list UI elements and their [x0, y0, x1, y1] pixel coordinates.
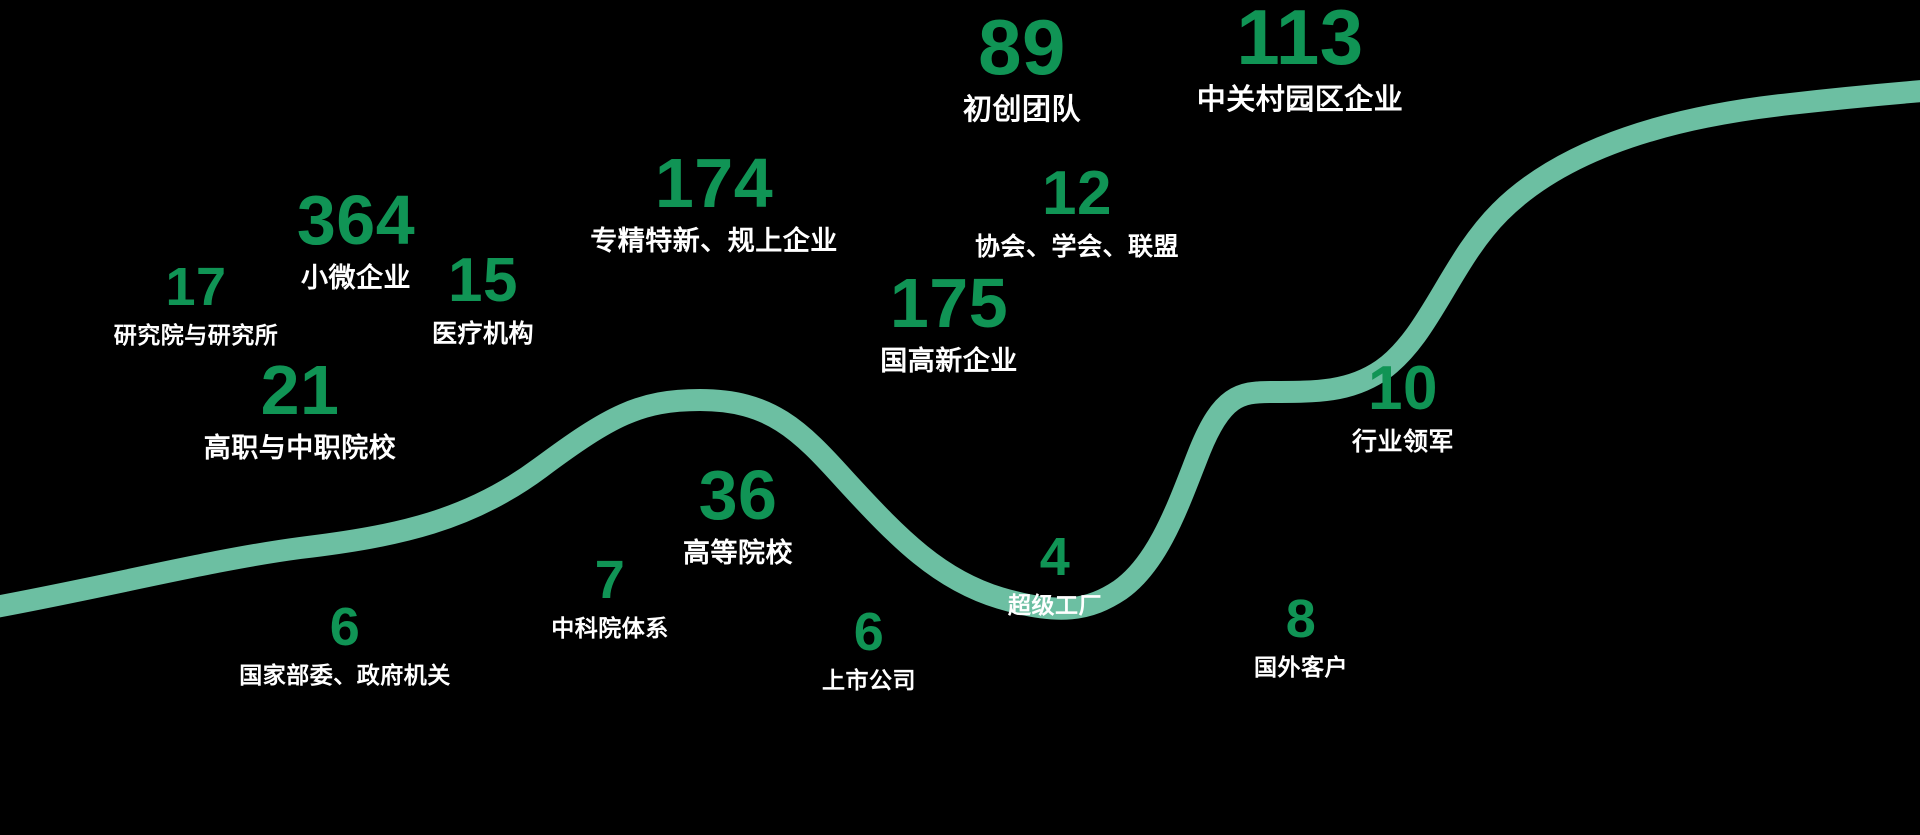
stat-label: 高职与中职院校 — [203, 433, 397, 463]
stat-value: 36 — [698, 456, 778, 534]
stat-label: 小微企业 — [300, 263, 411, 293]
stat-item: 364 小微企业 — [297, 185, 415, 292]
stat-item: 10 行业领军 — [1352, 358, 1454, 455]
stat-item: 113 中关村园区企业 — [1197, 0, 1404, 115]
stat-item: 6 国家部委、政府机关 — [239, 600, 451, 687]
stat-item: 6 上市公司 — [822, 605, 916, 692]
stat-value: 113 — [1236, 0, 1364, 81]
stat-item: 21 高职与中职院校 — [204, 355, 397, 462]
stat-label: 国高新企业 — [880, 346, 1018, 376]
wave-curve-path — [0, 80, 1920, 620]
stat-value: 10 — [1368, 354, 1438, 423]
stat-value: 6 — [853, 602, 885, 662]
stat-label: 中关村园区企业 — [1196, 84, 1404, 116]
stat-label: 协会、学会、联盟 — [974, 233, 1180, 261]
stat-label: 中科院体系 — [551, 615, 669, 641]
stat-label: 国外客户 — [1254, 654, 1348, 680]
stat-item: 89 初创团队 — [963, 8, 1081, 125]
stat-label: 高等院校 — [683, 538, 793, 568]
stat-value: 12 — [1042, 159, 1112, 228]
stat-item: 174 专精特新、规上企业 — [590, 148, 838, 255]
stat-value: 174 — [654, 144, 774, 222]
stat-value: 8 — [1285, 589, 1317, 649]
stat-label: 初创团队 — [962, 94, 1082, 126]
stat-item: 12 协会、学会、联盟 — [975, 163, 1179, 260]
stat-label: 行业领军 — [1351, 428, 1455, 456]
stat-label: 上市公司 — [822, 667, 916, 693]
stat-item: 8 国外客户 — [1254, 592, 1348, 679]
stat-label: 超级工厂 — [1008, 592, 1102, 618]
stat-value: 15 — [448, 246, 518, 315]
stat-value: 175 — [889, 264, 1009, 342]
stat-value: 364 — [296, 181, 416, 259]
stat-value: 6 — [329, 597, 361, 657]
stat-item: 36 高等院校 — [683, 460, 793, 567]
stat-value: 17 — [165, 257, 227, 317]
stat-value: 7 — [594, 550, 626, 610]
stat-label: 专精特新、规上企业 — [590, 226, 838, 256]
stat-label: 国家部委、政府机关 — [239, 662, 451, 688]
stat-item: 7 中科院体系 — [551, 553, 669, 640]
stat-item: 4 超级工厂 — [1008, 530, 1102, 617]
stat-item: 15 医疗机构 — [432, 250, 534, 347]
stat-value: 21 — [260, 351, 340, 429]
stat-value: 89 — [978, 3, 1066, 91]
stat-item: 17 研究院与研究所 — [114, 260, 279, 347]
stat-label: 医疗机构 — [431, 320, 535, 348]
stat-item: 175 国高新企业 — [880, 268, 1018, 375]
stat-label: 研究院与研究所 — [113, 322, 279, 348]
stat-value: 4 — [1039, 527, 1071, 587]
